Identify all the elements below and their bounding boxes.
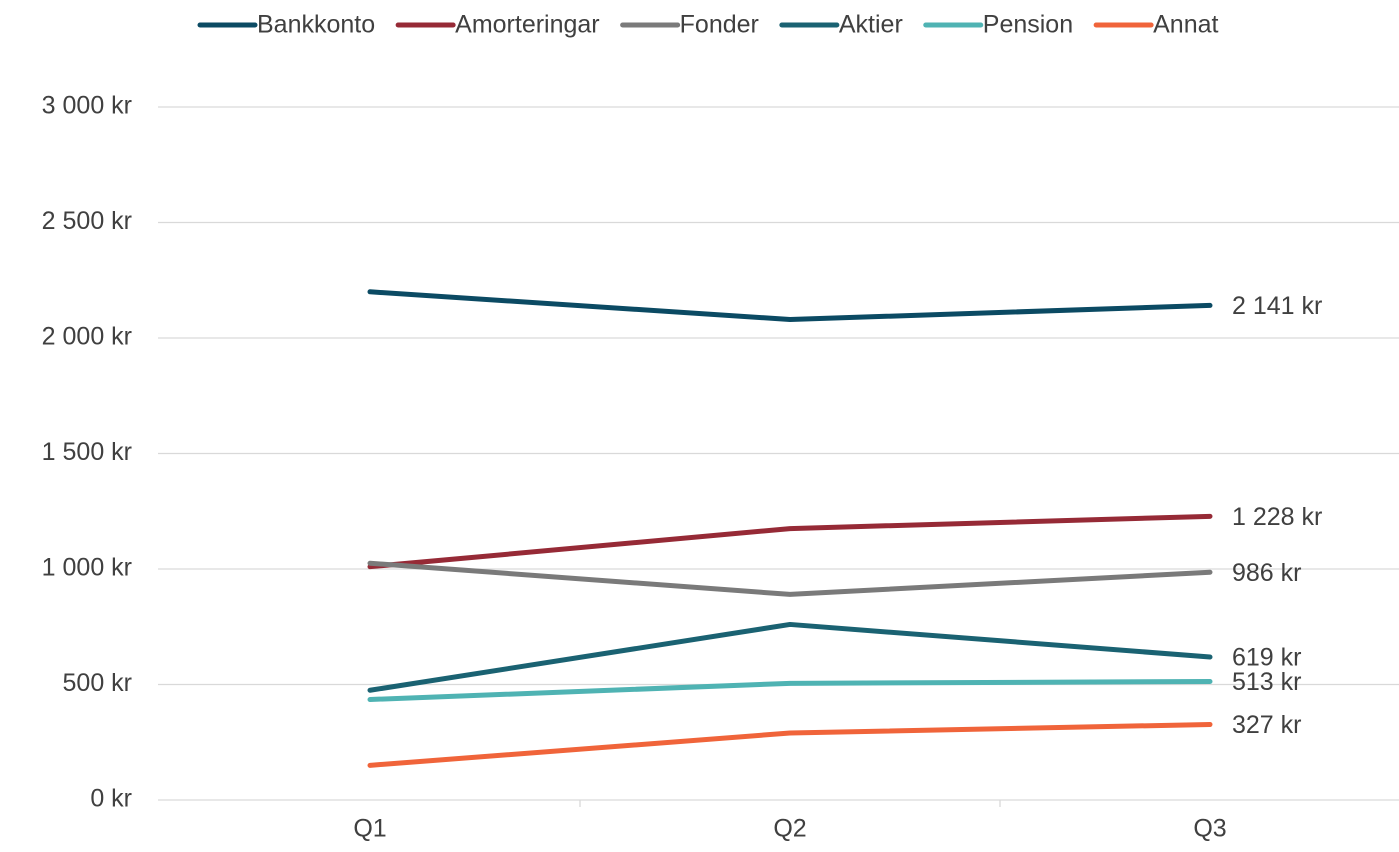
y-tick-label: 3 000 kr: [42, 92, 132, 120]
y-tick-label: 2 500 kr: [42, 207, 132, 235]
series-line: [367, 289, 1213, 323]
y-tick-label: 1 500 kr: [42, 438, 132, 466]
data-label: 2 141 kr: [1232, 292, 1322, 320]
data-label: 1 228 kr: [1232, 503, 1322, 531]
series-line: [367, 721, 1213, 768]
y-tick-label: 500 kr: [63, 669, 132, 697]
series-line: [367, 560, 1213, 597]
x-tick-label: Q1: [353, 815, 386, 843]
x-tick-label: Q2: [773, 815, 806, 843]
legend-label: Pension: [983, 11, 1073, 39]
series-line: [367, 513, 1213, 570]
y-tick-label: 2 000 kr: [42, 323, 132, 351]
data-label: 327 kr: [1232, 711, 1301, 739]
legend-label: Bankkonto: [257, 11, 375, 39]
data-label: 619 kr: [1232, 644, 1301, 672]
y-tick-label: 1 000 kr: [42, 554, 132, 582]
data-label: 513 kr: [1232, 668, 1301, 696]
data-label: 986 kr: [1232, 559, 1301, 587]
x-tick-label: Q3: [1193, 815, 1226, 843]
series-line: [367, 621, 1213, 693]
y-tick-label: 0 kr: [90, 785, 132, 813]
legend-label: Fonder: [680, 11, 759, 39]
legend-label: Aktier: [839, 11, 903, 39]
legend-label: Amorteringar: [455, 11, 600, 39]
series-line: [367, 678, 1213, 703]
legend-label: Annat: [1153, 11, 1218, 39]
